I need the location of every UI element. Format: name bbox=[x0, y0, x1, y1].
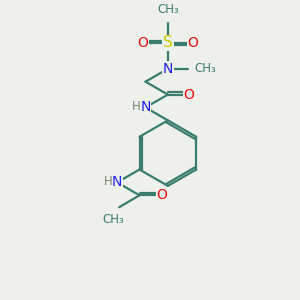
Text: O: O bbox=[187, 36, 198, 50]
Text: O: O bbox=[184, 88, 194, 102]
Text: H: H bbox=[104, 175, 112, 188]
Text: CH₃: CH₃ bbox=[157, 3, 179, 16]
Text: O: O bbox=[156, 188, 167, 202]
Text: N: N bbox=[112, 176, 122, 189]
Text: N: N bbox=[140, 100, 151, 115]
Text: O: O bbox=[137, 36, 148, 50]
Text: N: N bbox=[163, 62, 173, 76]
Text: CH₃: CH₃ bbox=[102, 213, 124, 226]
Text: CH₃: CH₃ bbox=[195, 62, 217, 75]
Text: S: S bbox=[163, 35, 173, 50]
Text: H: H bbox=[132, 100, 141, 113]
